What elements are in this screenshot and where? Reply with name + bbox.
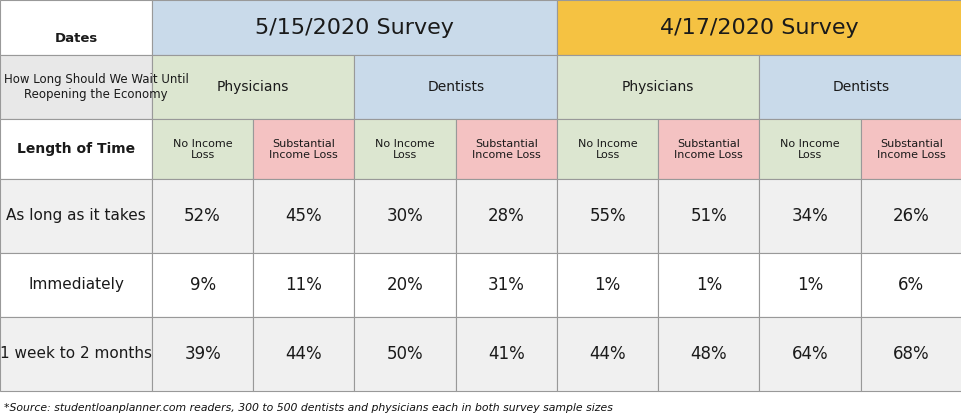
Text: Physicians: Physicians xyxy=(217,80,289,94)
Bar xyxy=(860,119,961,179)
Text: 20%: 20% xyxy=(386,276,423,294)
Text: Physicians: Physicians xyxy=(622,80,694,94)
Text: 41%: 41% xyxy=(487,345,524,363)
Text: 51%: 51% xyxy=(690,207,727,225)
Bar xyxy=(657,253,759,317)
Bar xyxy=(759,55,961,119)
Bar xyxy=(152,55,354,119)
Bar xyxy=(354,179,456,253)
Bar xyxy=(556,253,657,317)
Bar xyxy=(759,119,860,179)
Bar xyxy=(253,253,354,317)
Text: 31%: 31% xyxy=(487,276,525,294)
Text: 44%: 44% xyxy=(285,345,322,363)
Text: Dentists: Dentists xyxy=(427,80,483,94)
Text: 1%: 1% xyxy=(695,276,722,294)
Bar xyxy=(657,317,759,391)
Bar xyxy=(556,317,657,391)
Bar xyxy=(657,119,759,179)
Bar xyxy=(556,119,657,179)
Text: 68%: 68% xyxy=(892,345,928,363)
Text: 11%: 11% xyxy=(285,276,322,294)
Bar xyxy=(152,119,253,179)
Text: 1%: 1% xyxy=(594,276,620,294)
Text: 34%: 34% xyxy=(791,207,827,225)
Text: Length of Time: Length of Time xyxy=(17,142,135,156)
Text: How Long Should We Wait Until
Reopening the Economy: How Long Should We Wait Until Reopening … xyxy=(4,74,188,101)
Text: No Income
Loss: No Income Loss xyxy=(375,139,434,160)
Bar xyxy=(556,55,759,119)
Text: 30%: 30% xyxy=(386,207,423,225)
Text: 9%: 9% xyxy=(189,276,215,294)
Bar xyxy=(253,179,354,253)
Bar xyxy=(860,179,961,253)
Bar xyxy=(152,317,253,391)
Bar xyxy=(253,119,354,179)
Text: 5/15/2020 Survey: 5/15/2020 Survey xyxy=(255,18,454,37)
Text: 26%: 26% xyxy=(892,207,928,225)
Bar xyxy=(354,317,456,391)
Text: 55%: 55% xyxy=(589,207,626,225)
Bar xyxy=(0,0,152,55)
Text: 64%: 64% xyxy=(791,345,827,363)
Text: No Income
Loss: No Income Loss xyxy=(779,139,839,160)
Bar xyxy=(0,119,152,179)
Bar xyxy=(456,317,556,391)
Bar xyxy=(759,179,860,253)
Bar xyxy=(456,119,556,179)
Text: No Income
Loss: No Income Loss xyxy=(173,139,233,160)
Text: 39%: 39% xyxy=(185,345,221,363)
Bar xyxy=(556,0,961,55)
Text: 44%: 44% xyxy=(589,345,626,363)
Text: 1%: 1% xyxy=(796,276,823,294)
Text: Dentists: Dentists xyxy=(831,80,888,94)
Text: Substantial
Income Loss: Substantial Income Loss xyxy=(876,139,945,160)
Bar xyxy=(354,55,556,119)
Bar xyxy=(253,317,354,391)
Text: 50%: 50% xyxy=(386,345,423,363)
Text: Substantial
Income Loss: Substantial Income Loss xyxy=(674,139,743,160)
Bar xyxy=(860,253,961,317)
Bar xyxy=(556,179,657,253)
Bar xyxy=(152,253,253,317)
Bar xyxy=(152,0,556,55)
Text: 52%: 52% xyxy=(185,207,221,225)
Bar xyxy=(0,253,152,317)
Text: Immediately: Immediately xyxy=(28,277,124,292)
Bar xyxy=(657,179,759,253)
Bar xyxy=(456,253,556,317)
Bar xyxy=(0,317,152,391)
Text: 4/17/2020 Survey: 4/17/2020 Survey xyxy=(659,18,858,37)
Bar xyxy=(354,253,456,317)
Bar xyxy=(759,253,860,317)
Text: 45%: 45% xyxy=(285,207,322,225)
Bar xyxy=(354,119,456,179)
Text: As long as it takes: As long as it takes xyxy=(6,208,146,223)
Bar xyxy=(152,179,253,253)
Text: Substantial
Income Loss: Substantial Income Loss xyxy=(472,139,540,160)
Text: 6%: 6% xyxy=(898,276,924,294)
Text: 48%: 48% xyxy=(690,345,727,363)
Bar xyxy=(759,317,860,391)
Text: *Source: studentloanplanner.com readers, 300 to 500 dentists and physicians each: *Source: studentloanplanner.com readers,… xyxy=(4,403,612,413)
Bar xyxy=(0,179,152,253)
Text: Substantial
Income Loss: Substantial Income Loss xyxy=(269,139,338,160)
Text: No Income
Loss: No Income Loss xyxy=(578,139,637,160)
Text: 28%: 28% xyxy=(487,207,524,225)
Bar xyxy=(456,179,556,253)
Text: 1 week to 2 months: 1 week to 2 months xyxy=(0,346,152,361)
Bar xyxy=(0,55,152,119)
Bar xyxy=(860,317,961,391)
Text: Dates: Dates xyxy=(55,32,97,45)
